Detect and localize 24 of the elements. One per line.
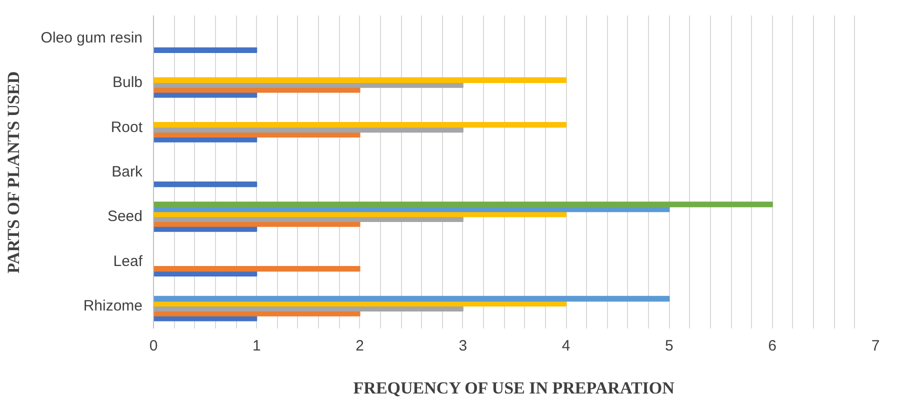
y-tick-label: Rhizome: [83, 298, 142, 315]
bar: [154, 266, 360, 272]
y-tick-label: Leaf: [113, 252, 144, 270]
x-tick-label: 2: [356, 338, 364, 354]
x-tick-label: 5: [665, 338, 674, 354]
y-axis-title: PARTS OF PLANTS USED: [4, 71, 23, 274]
x-tick-label: 6: [768, 338, 777, 354]
x-tick-label: 3: [458, 338, 468, 354]
x-tick-label: 7: [871, 338, 880, 354]
bar: [154, 202, 773, 208]
bar: [154, 122, 567, 128]
bar: [154, 47, 258, 53]
y-tick-label: Bark: [112, 164, 143, 180]
x-axis-title: FREQUENCY OF USE IN PREPARATION: [353, 378, 676, 398]
y-tick-label: Seed: [107, 208, 143, 226]
x-tick-label: 0: [149, 338, 158, 354]
y-tick-label: Bulb: [112, 74, 143, 92]
bar: [154, 77, 567, 83]
x-tick-label: 1: [252, 338, 261, 354]
bar: [154, 181, 258, 188]
y-tick-label: Root: [110, 118, 144, 136]
y-tick-label: Oleo gum resin: [40, 29, 143, 46]
x-tick-label: 4: [562, 338, 570, 354]
bar: [154, 296, 670, 302]
